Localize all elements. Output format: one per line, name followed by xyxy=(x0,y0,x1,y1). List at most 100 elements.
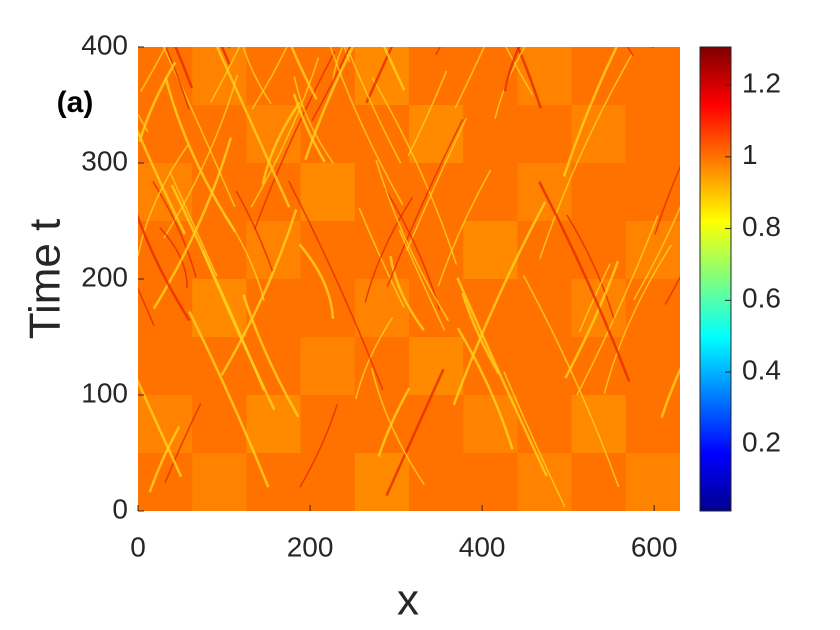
colorbar-frame xyxy=(699,46,732,512)
field xyxy=(138,47,680,511)
streak xyxy=(371,77,458,265)
cell xyxy=(571,47,627,106)
cell xyxy=(354,47,410,106)
streak xyxy=(332,47,344,83)
streak xyxy=(562,47,618,177)
streak xyxy=(651,47,655,49)
streak xyxy=(148,425,181,493)
cell xyxy=(571,453,627,511)
streak xyxy=(164,403,202,484)
streak xyxy=(138,213,191,322)
cell xyxy=(463,105,518,164)
cell xyxy=(300,337,356,396)
streak xyxy=(564,260,620,379)
streak xyxy=(210,47,241,103)
cell xyxy=(192,395,247,454)
cell xyxy=(571,337,627,396)
streak xyxy=(566,214,616,321)
cell xyxy=(300,221,356,280)
cell xyxy=(625,163,680,222)
cell xyxy=(571,221,627,280)
streak xyxy=(494,47,526,119)
streak xyxy=(365,47,393,104)
streak xyxy=(576,215,659,396)
cell xyxy=(463,453,518,511)
cell xyxy=(517,395,573,454)
cell xyxy=(300,163,356,222)
streak xyxy=(152,137,233,310)
cell xyxy=(625,47,680,106)
streak xyxy=(138,129,186,235)
cell xyxy=(300,453,356,511)
streak xyxy=(261,101,301,185)
x-axis-label: x xyxy=(397,576,419,625)
streak xyxy=(162,47,236,207)
streak xyxy=(293,76,334,164)
streak xyxy=(406,118,467,251)
streak xyxy=(461,292,500,375)
colorbar-tick-label: 1.2 xyxy=(742,67,781,98)
y-tick-label: 0 xyxy=(112,493,128,524)
streak xyxy=(311,47,351,122)
streak xyxy=(398,229,446,331)
cell xyxy=(517,105,573,164)
cell xyxy=(300,279,356,338)
streak xyxy=(299,404,338,488)
streaks xyxy=(138,47,680,508)
streak xyxy=(346,47,402,164)
streak xyxy=(383,187,441,311)
streak xyxy=(505,47,534,96)
streak xyxy=(169,171,218,277)
cell xyxy=(625,337,680,396)
streak xyxy=(165,47,190,110)
streak xyxy=(375,159,450,322)
streak xyxy=(201,250,276,411)
streak xyxy=(407,70,448,157)
cell xyxy=(625,395,680,454)
streak xyxy=(304,47,355,161)
streak xyxy=(522,275,620,488)
streak xyxy=(242,294,300,418)
streak xyxy=(377,387,411,457)
cell xyxy=(571,395,627,454)
colorbar-tick-label: 0.2 xyxy=(742,426,781,457)
cell xyxy=(625,105,680,164)
streak xyxy=(389,255,425,331)
y-tick-label: 200 xyxy=(81,261,128,292)
y-tick-label: 400 xyxy=(81,29,128,60)
streak xyxy=(435,47,441,56)
streak xyxy=(253,51,336,230)
streak xyxy=(654,165,680,235)
cell xyxy=(409,163,464,222)
y-axis-label: Time t xyxy=(21,219,70,340)
streak xyxy=(140,47,167,92)
streak xyxy=(633,206,680,301)
streak xyxy=(292,93,326,163)
streak xyxy=(503,47,521,92)
cell xyxy=(138,47,193,106)
streak xyxy=(235,190,274,272)
streak xyxy=(215,47,291,208)
streak xyxy=(371,368,425,486)
cell xyxy=(625,221,680,280)
cell xyxy=(463,221,518,280)
cell xyxy=(300,395,356,454)
streak xyxy=(220,47,231,65)
cell xyxy=(625,279,680,338)
cell xyxy=(354,105,410,164)
streak xyxy=(290,47,318,100)
cell xyxy=(192,453,247,511)
streak xyxy=(437,169,492,287)
streak xyxy=(220,209,298,376)
streak xyxy=(503,371,566,508)
streak xyxy=(603,244,672,394)
colorbar-tick-label: 1 xyxy=(742,139,758,170)
streak xyxy=(539,54,633,259)
x-tick-label: 200 xyxy=(287,531,334,562)
cell xyxy=(517,337,573,396)
cell xyxy=(192,105,247,164)
streak xyxy=(152,180,197,278)
streak xyxy=(298,243,335,319)
streak xyxy=(138,144,189,257)
